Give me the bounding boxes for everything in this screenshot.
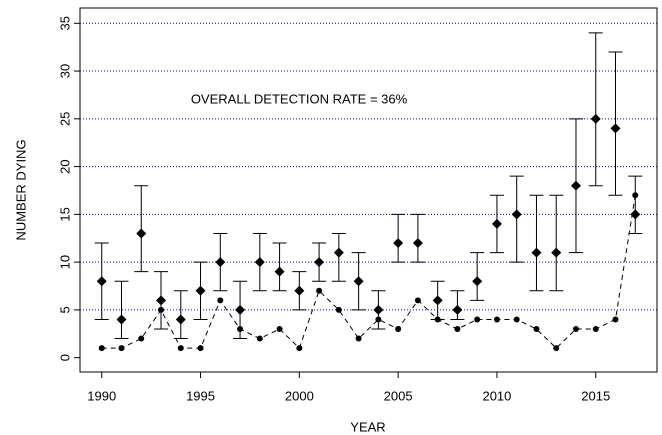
circle-marker <box>158 306 165 313</box>
y-tick-label: 0 <box>57 354 72 361</box>
diamond-marker <box>590 113 601 124</box>
circle-marker <box>256 335 263 342</box>
y-tick-label: 5 <box>57 306 72 313</box>
circle-marker <box>533 326 540 333</box>
diamond-marker <box>294 285 305 296</box>
circle-marker <box>395 326 402 333</box>
circle-marker <box>177 345 184 352</box>
x-axis-label: YEAR <box>350 419 385 434</box>
diamond-marker <box>373 304 384 315</box>
error-bar <box>529 194 544 292</box>
diamond-marker <box>412 238 423 249</box>
diamond-marker <box>353 276 364 287</box>
plot-frame <box>79 7 658 373</box>
circle-marker <box>632 192 639 199</box>
error-bar <box>628 175 643 234</box>
diamond-marker <box>551 247 562 258</box>
diamond-marker <box>136 228 147 239</box>
annotation: OVERALL DETECTION RATE = 36% <box>191 91 408 106</box>
diamond-marker <box>274 266 285 277</box>
y-tick-label: 25 <box>57 112 72 126</box>
circle-marker <box>553 345 560 352</box>
x-tick-label: 1995 <box>186 388 215 403</box>
y-tick-label: 35 <box>57 16 72 30</box>
circle-marker <box>434 316 441 323</box>
circle-marker <box>454 326 461 333</box>
circle-marker <box>572 326 579 333</box>
circle-marker <box>355 335 362 342</box>
circle-marker <box>118 345 125 352</box>
x-tick-label: 2000 <box>285 388 314 403</box>
y-tick-label: 10 <box>57 255 72 269</box>
x-tick-label: 2005 <box>384 388 413 403</box>
diamond-marker <box>314 257 325 268</box>
diamond-marker <box>452 304 463 315</box>
diamond-marker <box>610 123 621 134</box>
y-axis-label: NUMBER DYING <box>13 139 28 240</box>
circle-marker <box>296 345 303 352</box>
diamond-marker <box>491 218 502 229</box>
y-tick-label: 30 <box>57 64 72 78</box>
diamond-marker <box>432 295 443 306</box>
circle-marker <box>98 345 105 352</box>
diamond-marker <box>570 180 581 191</box>
circle-marker <box>316 287 323 294</box>
diamond-marker <box>333 247 344 258</box>
circle-marker <box>197 345 204 352</box>
diamond-marker <box>511 209 522 220</box>
series-line <box>101 195 636 350</box>
error-bar <box>114 280 129 340</box>
diamond-marker <box>393 238 404 249</box>
diamond-marker <box>175 314 186 325</box>
error-bar <box>549 194 564 292</box>
diamond-marker <box>215 257 226 268</box>
circle-marker <box>493 316 500 323</box>
diamond-marker <box>630 209 641 220</box>
diamond-marker <box>235 304 246 315</box>
diamond-marker <box>116 314 127 325</box>
diamond-marker <box>96 276 107 287</box>
diamond-marker <box>472 276 483 287</box>
diamond-marker <box>195 285 206 296</box>
diamond-marker <box>156 295 167 306</box>
circle-marker <box>237 326 244 333</box>
x-tick-label: 2010 <box>482 388 511 403</box>
y-tick-label: 15 <box>57 207 72 221</box>
diamond-marker <box>531 247 542 258</box>
circle-marker <box>592 326 599 333</box>
circle-marker <box>414 297 421 304</box>
circle-marker <box>474 316 481 323</box>
circle-marker <box>138 335 145 342</box>
error-bar <box>588 32 603 187</box>
x-tick-label: 2015 <box>581 388 610 403</box>
circle-marker <box>276 326 283 333</box>
circle-marker <box>612 316 619 323</box>
diamond-marker <box>254 257 265 268</box>
circle-marker <box>513 316 520 323</box>
circle-marker <box>375 316 382 323</box>
x-tick-label: 1990 <box>87 388 116 403</box>
circle-marker <box>217 297 224 304</box>
y-tick-label: 20 <box>57 159 72 173</box>
circle-marker <box>335 306 342 313</box>
